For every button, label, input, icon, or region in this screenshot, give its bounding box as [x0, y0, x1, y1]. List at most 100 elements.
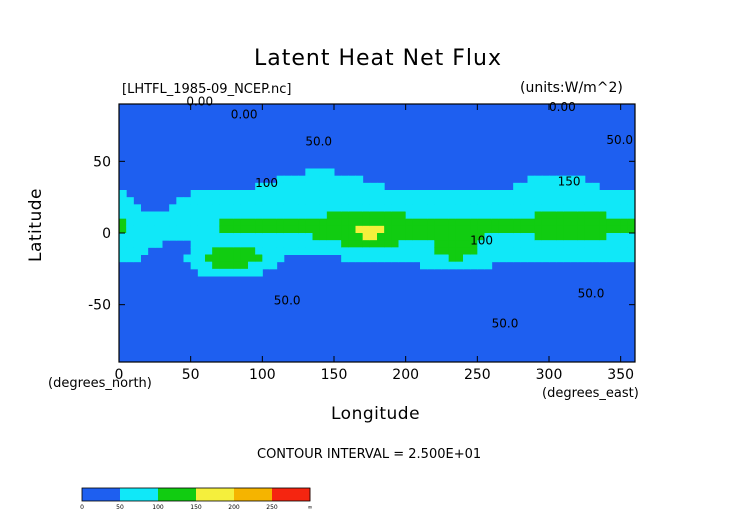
heatmap-cell: [348, 233, 356, 241]
heatmap-cell: [534, 254, 543, 263]
heatmap-cell: [248, 240, 256, 248]
heatmap-cell: [291, 197, 299, 205]
heatmap-cell: [498, 197, 507, 205]
heatmap-cell: [154, 211, 163, 220]
heatmap-cell: [527, 247, 536, 255]
heatmap-cell: [584, 182, 593, 191]
heatmap-cell: [556, 233, 564, 241]
heatmap-cell: [620, 197, 629, 205]
heatmap-cell: [334, 190, 342, 198]
heatmap-cell: [341, 182, 349, 191]
heatmap-cell: [384, 197, 392, 205]
y-tick-label: 0: [102, 226, 111, 242]
heatmap-cell: [592, 254, 600, 263]
heatmap-cell: [262, 225, 270, 234]
heatmap-cell: [455, 254, 464, 263]
heatmap-cell: [226, 204, 235, 212]
heatmap-cell: [498, 211, 507, 220]
heatmap-cell: [592, 247, 600, 255]
heatmap-cell: [441, 233, 450, 241]
heatmap-cell: [506, 204, 514, 212]
x-tick-label: 100: [249, 367, 276, 383]
heatmap-cell: [534, 204, 543, 212]
heatmap-cell: [441, 261, 450, 270]
heatmap-cell: [169, 211, 177, 220]
heatmap-cell: [513, 254, 521, 263]
heatmap-cell: [226, 233, 235, 241]
heatmap-cell: [441, 218, 450, 227]
heatmap-cell: [620, 204, 629, 212]
heatmap-cell: [276, 211, 285, 220]
heatmap-cell: [570, 182, 579, 191]
heatmap-cell: [190, 197, 199, 205]
heatmap-cell: [398, 211, 407, 220]
heatmap-cell: [233, 197, 242, 205]
contour-label: 150: [558, 175, 581, 189]
heatmap-cell: [470, 218, 478, 227]
heatmap-cell: [269, 218, 278, 227]
heatmap-cell: [455, 197, 464, 205]
x-unit-label: (degrees_east): [542, 386, 639, 401]
heatmap-cell: [362, 197, 371, 205]
x-axis-title: Longitude: [331, 404, 421, 424]
heatmap-cell: [262, 204, 270, 212]
heatmap-cell: [570, 240, 579, 248]
heatmap-cell: [599, 247, 607, 255]
heatmap-cell: [362, 233, 371, 241]
heatmap-cell: [477, 240, 485, 248]
legend-label: 100: [152, 504, 164, 511]
heatmap-cell: [420, 247, 428, 255]
heatmap-cell: [334, 225, 342, 234]
heatmap-cell: [176, 211, 184, 220]
heatmap-cell: [498, 218, 507, 227]
heatmap-cell: [520, 218, 528, 227]
heatmap-cell: [412, 218, 421, 227]
heatmap-cell: [427, 240, 435, 248]
heatmap-cell: [176, 225, 184, 234]
heatmap-cell: [384, 254, 392, 263]
heatmap-cell: [556, 211, 564, 220]
heatmap-cell: [190, 254, 199, 263]
heatmap-cell: [570, 175, 579, 184]
heatmap-cell: [520, 225, 528, 234]
legend-cell: [158, 488, 178, 501]
heatmap-cell: [312, 218, 321, 227]
heatmap-cell: [455, 211, 464, 220]
heatmap-cell: [341, 233, 349, 241]
heatmap-cell: [534, 233, 543, 241]
heatmap-cell: [627, 254, 635, 263]
heatmap-cell: [541, 247, 550, 255]
heatmap-cell: [348, 211, 356, 220]
heatmap-cell: [262, 197, 270, 205]
heatmap-cell: [269, 197, 278, 205]
heatmap-cell: [541, 204, 550, 212]
contour-label: 50.0: [606, 133, 633, 147]
heatmap-cell: [441, 204, 450, 212]
heatmap-cell: [133, 254, 141, 263]
heatmap-cell: [491, 190, 500, 198]
heatmap-cell: [549, 233, 557, 241]
heatmap-cell: [398, 225, 407, 234]
heatmap-cell: [434, 211, 442, 220]
legend-label: 150: [190, 504, 202, 511]
heatmap-cell: [427, 247, 435, 255]
heatmap-cell: [470, 261, 478, 270]
heatmap-cell: [470, 225, 478, 234]
heatmap-cell: [291, 204, 299, 212]
heatmap-cell: [520, 240, 528, 248]
heatmap-cell: [599, 225, 607, 234]
heatmap-cell: [448, 240, 457, 248]
heatmap-cell: [498, 247, 507, 255]
heatmap-cell: [262, 261, 270, 270]
heatmap-cell: [326, 218, 335, 227]
heatmap-cell: [534, 197, 543, 205]
heatmap-cell: [119, 247, 127, 255]
heatmap-cell: [126, 197, 134, 205]
heatmap-cell: [205, 268, 213, 277]
heatmap-cell: [513, 197, 521, 205]
heatmap-cell: [599, 233, 607, 241]
heatmap-cell: [441, 225, 450, 234]
heatmap-cell: [133, 233, 141, 241]
heatmap-cell: [520, 197, 528, 205]
